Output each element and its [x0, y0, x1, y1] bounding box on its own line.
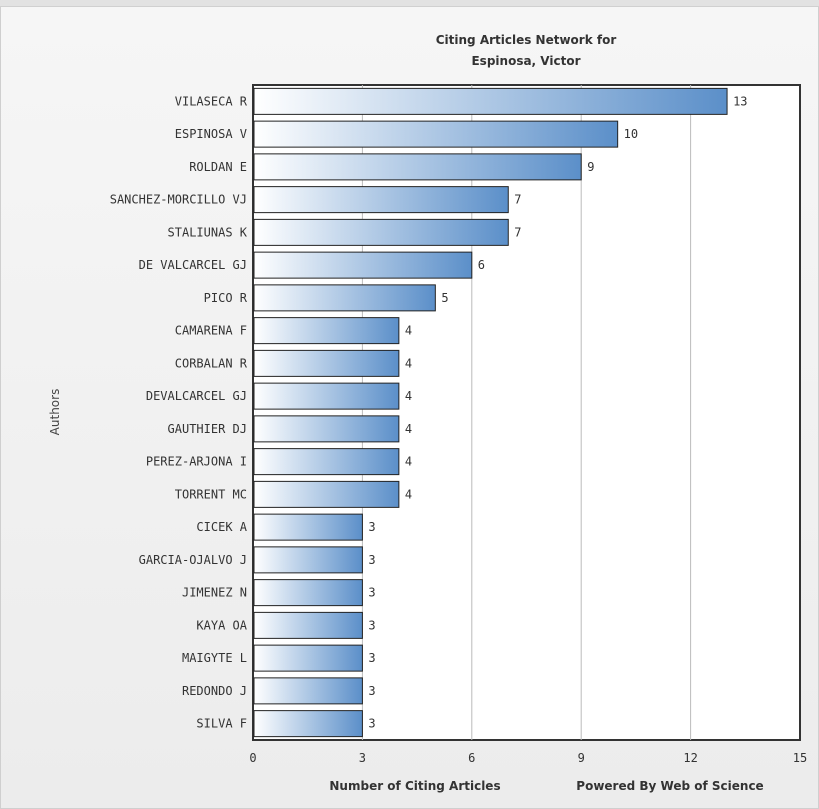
category-label: TORRENT MC: [175, 487, 247, 501]
x-axis-title: Number of Citing Articles: [329, 779, 500, 793]
value-label: 4: [405, 389, 412, 403]
bar: [253, 448, 400, 476]
x-tick-label: 15: [793, 751, 807, 765]
category-label: SILVA F: [196, 717, 247, 731]
category-label: GAUTHIER DJ: [168, 422, 247, 436]
bar: [253, 579, 363, 607]
value-label: 4: [405, 422, 412, 436]
bar: [253, 611, 363, 639]
x-tick-label: 3: [359, 751, 366, 765]
bar: [253, 513, 363, 541]
bar: [253, 153, 582, 181]
category-label: DEVALCARCEL GJ: [146, 389, 247, 403]
bar: [253, 87, 728, 115]
bar: [253, 382, 400, 410]
value-label: 4: [405, 455, 412, 469]
x-tick-label: 0: [249, 751, 256, 765]
category-label: KAYA OA: [196, 618, 247, 632]
credit-label: Powered By Web of Science: [576, 779, 763, 793]
bar: [253, 546, 363, 574]
category-label: DE VALCARCEL GJ: [139, 258, 247, 272]
category-label: CORBALAN R: [175, 356, 248, 370]
bar: [253, 349, 400, 377]
value-label: 3: [368, 618, 375, 632]
x-tick-labels: 0 3 6 9 12 15: [249, 751, 807, 765]
bar: [253, 251, 473, 279]
chart-frame-top-edge: [0, 0, 819, 7]
value-labels: 13 10 9 7 7 6 5 4 4 4 4 4 4 3 3 3 3 3 3 3: [368, 94, 747, 730]
value-label: 7: [514, 225, 521, 239]
category-label: GARCIA-OJALVO J: [139, 553, 247, 567]
plot-area: [252, 84, 801, 741]
bar: [253, 218, 509, 246]
bar: [253, 317, 400, 345]
value-label: 4: [405, 324, 412, 338]
category-label: PICO R: [204, 291, 248, 305]
category-label: CICEK A: [196, 520, 247, 534]
category-label: MAIGYTE L: [182, 651, 247, 665]
value-label: 3: [368, 651, 375, 665]
category-label: ESPINOSA V: [175, 127, 247, 141]
bars-group: [253, 87, 728, 738]
value-label: 6: [478, 258, 485, 272]
bar: [253, 186, 509, 214]
value-label: 4: [405, 487, 412, 501]
value-label: 5: [441, 291, 448, 305]
value-label: 4: [405, 356, 412, 370]
bar: [253, 415, 400, 443]
category-label: ROLDAN E: [189, 160, 247, 174]
chart-title-line-1: Citing Articles Network for: [436, 33, 617, 47]
category-label: SANCHEZ-MORCILLO VJ: [110, 193, 247, 207]
value-label: 3: [368, 684, 375, 698]
value-label: 3: [368, 520, 375, 534]
value-label: 9: [587, 160, 594, 174]
y-axis-title: Authors: [48, 389, 62, 436]
category-label: REDONDO J: [182, 684, 247, 698]
category-label: STALIUNAS K: [168, 225, 248, 239]
bar: [253, 480, 400, 508]
value-label: 3: [368, 717, 375, 731]
bar: [253, 710, 363, 738]
bar: [253, 120, 619, 148]
category-labels: VILASECA R ESPINOSA V ROLDAN E SANCHEZ-MORC…: [110, 94, 248, 730]
bar: [253, 677, 363, 705]
bar: [253, 284, 436, 312]
category-label: PEREZ-ARJONA I: [146, 455, 247, 469]
category-label: VILASECA R: [175, 94, 248, 108]
chart-title-line-2: Espinosa, Victor: [471, 54, 580, 68]
value-label: 3: [368, 586, 375, 600]
x-tick-label: 12: [683, 751, 697, 765]
category-label: JIMENEZ N: [182, 586, 247, 600]
value-label: 10: [624, 127, 638, 141]
category-label: CAMARENA F: [175, 324, 247, 338]
bar: [253, 644, 363, 672]
value-label: 13: [733, 94, 747, 108]
x-tick-label: 9: [578, 751, 585, 765]
value-label: 7: [514, 193, 521, 207]
x-tick-label: 6: [468, 751, 475, 765]
value-label: 3: [368, 553, 375, 567]
